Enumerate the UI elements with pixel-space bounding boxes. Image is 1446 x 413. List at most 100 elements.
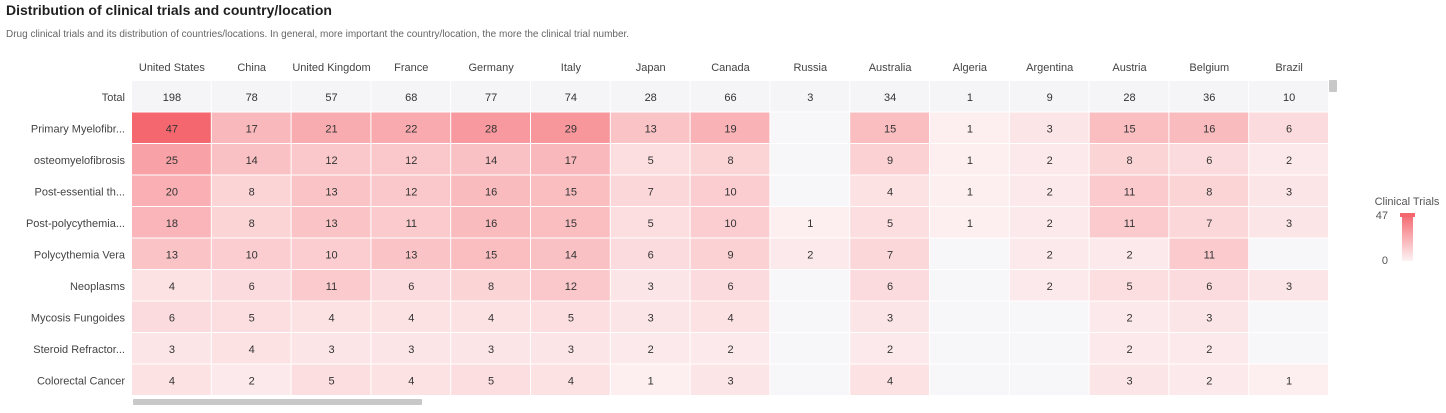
heatmap-cell[interactable] <box>291 364 371 396</box>
heatmap-cell[interactable] <box>451 207 530 238</box>
heatmap-cell[interactable] <box>690 364 770 396</box>
heatmap-cell[interactable] <box>132 364 211 396</box>
total-cell[interactable] <box>291 81 371 112</box>
heatmap-cell[interactable] <box>531 207 610 238</box>
heatmap-cell[interactable] <box>690 333 770 364</box>
heatmap-cell[interactable] <box>1089 238 1169 270</box>
heatmap-cell[interactable] <box>930 238 1009 270</box>
heatmap-cell[interactable] <box>371 301 451 333</box>
heatmap-cell[interactable] <box>850 364 929 396</box>
legend-gradient-bar[interactable] <box>1402 214 1413 261</box>
heatmap-cell[interactable] <box>531 364 610 396</box>
heatmap-cell[interactable] <box>531 301 610 333</box>
heatmap-cell[interactable] <box>451 144 530 175</box>
heatmap-cell[interactable] <box>132 301 211 333</box>
total-cell[interactable] <box>610 81 690 112</box>
total-cell[interactable] <box>690 81 770 112</box>
heatmap-cell[interactable] <box>291 270 371 301</box>
total-cell[interactable] <box>531 81 610 112</box>
heatmap-cell[interactable] <box>1249 175 1328 207</box>
heatmap-cell[interactable] <box>451 333 530 364</box>
heatmap-cell[interactable] <box>1089 270 1169 301</box>
heatmap-cell[interactable] <box>770 175 850 207</box>
heatmap-cell[interactable] <box>211 301 291 333</box>
heatmap-cell[interactable] <box>690 238 770 270</box>
heatmap-cell[interactable] <box>770 333 850 364</box>
heatmap-cell[interactable] <box>531 112 610 144</box>
heatmap-cell[interactable] <box>531 238 610 270</box>
heatmap-cell[interactable] <box>690 207 770 238</box>
heatmap-cell[interactable] <box>1009 144 1089 175</box>
heatmap-cell[interactable] <box>371 112 451 144</box>
heatmap-cell[interactable] <box>371 364 451 396</box>
heatmap-cell[interactable] <box>132 333 211 364</box>
heatmap-cell[interactable] <box>610 144 690 175</box>
heatmap-cell[interactable] <box>1009 112 1089 144</box>
heatmap-cell[interactable] <box>451 238 530 270</box>
heatmap-cell[interactable] <box>1089 333 1169 364</box>
heatmap-cell[interactable] <box>930 333 1009 364</box>
heatmap-cell[interactable] <box>1009 270 1089 301</box>
total-cell[interactable] <box>1089 81 1169 112</box>
heatmap-cell[interactable] <box>1169 175 1249 207</box>
heatmap-cell[interactable] <box>1009 364 1089 396</box>
heatmap-cell[interactable] <box>531 333 610 364</box>
heatmap-cell[interactable] <box>1169 112 1249 144</box>
heatmap-cell[interactable] <box>291 238 371 270</box>
heatmap-cell[interactable] <box>211 333 291 364</box>
heatmap-cell[interactable] <box>291 301 371 333</box>
heatmap-cell[interactable] <box>610 238 690 270</box>
heatmap-cell[interactable] <box>451 301 530 333</box>
heatmap-cell[interactable] <box>1249 364 1328 396</box>
heatmap-cell[interactable] <box>211 238 291 270</box>
heatmap-cell[interactable] <box>451 364 530 396</box>
total-cell[interactable] <box>770 81 850 112</box>
vertical-scrollbar[interactable] <box>1329 80 1337 92</box>
heatmap-cell[interactable] <box>371 333 451 364</box>
heatmap-cell[interactable] <box>1249 112 1328 144</box>
heatmap-cell[interactable] <box>132 270 211 301</box>
heatmap-cell[interactable] <box>531 270 610 301</box>
heatmap-cell[interactable] <box>930 207 1009 238</box>
total-cell[interactable] <box>930 81 1009 112</box>
heatmap-cell[interactable] <box>1169 364 1249 396</box>
heatmap-cell[interactable] <box>770 144 850 175</box>
heatmap-cell[interactable] <box>1009 207 1089 238</box>
heatmap-cell[interactable] <box>1089 144 1169 175</box>
heatmap-cell[interactable] <box>930 112 1009 144</box>
heatmap-cell[interactable] <box>211 175 291 207</box>
heatmap-cell[interactable] <box>1169 238 1249 270</box>
heatmap-cell[interactable] <box>610 175 690 207</box>
heatmap-cell[interactable] <box>1169 144 1249 175</box>
heatmap-cell[interactable] <box>930 144 1009 175</box>
heatmap-cell[interactable] <box>211 364 291 396</box>
heatmap-cell[interactable] <box>850 301 929 333</box>
heatmap-cell[interactable] <box>930 270 1009 301</box>
heatmap-cell[interactable] <box>1089 175 1169 207</box>
heatmap-cell[interactable] <box>132 207 211 238</box>
heatmap-cell[interactable] <box>1009 301 1089 333</box>
heatmap-cell[interactable] <box>211 270 291 301</box>
heatmap-cell[interactable] <box>1249 301 1328 333</box>
heatmap-cell[interactable] <box>690 144 770 175</box>
heatmap-cell[interactable] <box>132 112 211 144</box>
heatmap-cell[interactable] <box>850 238 929 270</box>
heatmap-cell[interactable] <box>291 207 371 238</box>
total-cell[interactable] <box>451 81 530 112</box>
heatmap-cell[interactable] <box>291 333 371 364</box>
heatmap-cell[interactable] <box>690 112 770 144</box>
total-cell[interactable] <box>1169 81 1249 112</box>
heatmap-cell[interactable] <box>610 207 690 238</box>
heatmap-cell[interactable] <box>291 175 371 207</box>
heatmap-cell[interactable] <box>132 144 211 175</box>
heatmap-cell[interactable] <box>211 144 291 175</box>
heatmap-cell[interactable] <box>1089 112 1169 144</box>
heatmap-cell[interactable] <box>1009 175 1089 207</box>
heatmap-cell[interactable] <box>770 112 850 144</box>
heatmap-cell[interactable] <box>1249 270 1328 301</box>
heatmap-cell[interactable] <box>1169 207 1249 238</box>
heatmap-cell[interactable] <box>1249 144 1328 175</box>
heatmap-cell[interactable] <box>1249 333 1328 364</box>
heatmap-cell[interactable] <box>132 238 211 270</box>
heatmap-cell[interactable] <box>610 270 690 301</box>
